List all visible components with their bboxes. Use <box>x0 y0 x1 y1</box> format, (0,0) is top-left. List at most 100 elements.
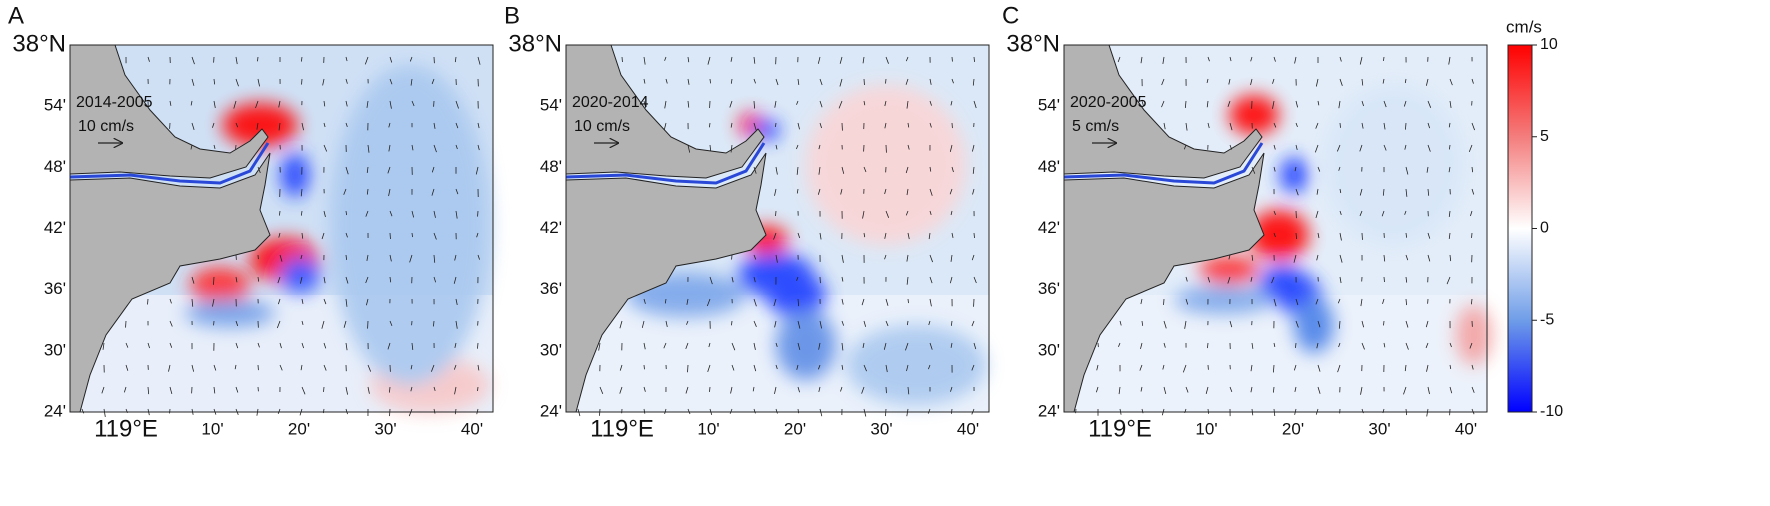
current-vector <box>838 100 843 109</box>
current-vector <box>1140 386 1143 392</box>
current-vector <box>863 166 867 173</box>
current-vector <box>1294 386 1297 392</box>
current-vector <box>1382 188 1385 196</box>
current-vector <box>388 122 391 128</box>
x-tick-label: 20' <box>1282 419 1304 438</box>
current-vector <box>300 210 303 216</box>
current-vector <box>389 386 391 393</box>
current-vector <box>1427 188 1430 196</box>
current-vector <box>709 78 711 84</box>
current-vector <box>885 210 890 218</box>
current-vector <box>906 254 909 262</box>
current-vector <box>147 386 150 395</box>
anomaly <box>1456 305 1492 365</box>
x-tick-label: 119°E <box>590 415 654 442</box>
current-vector <box>753 56 756 64</box>
current-vector <box>773 298 777 307</box>
current-vector <box>1251 254 1254 261</box>
anomaly <box>281 153 309 197</box>
current-vector <box>796 100 799 105</box>
current-vector <box>389 56 393 63</box>
current-vector <box>433 254 436 263</box>
current-vector <box>1471 386 1475 393</box>
period-label: 2020-2005 <box>1070 94 1147 111</box>
current-vector <box>1381 210 1385 217</box>
current-vector <box>191 364 195 372</box>
current-vector <box>1446 276 1451 285</box>
current-vector <box>213 386 216 394</box>
current-vector <box>345 386 348 395</box>
y-tick-label: 42' <box>44 218 66 237</box>
current-vector <box>1096 386 1099 393</box>
current-vector <box>411 210 415 218</box>
velocity-field <box>185 65 490 413</box>
x-tick-label: 30' <box>374 419 396 438</box>
current-vector <box>300 364 303 371</box>
current-vector <box>861 298 865 306</box>
current-vector <box>433 232 437 240</box>
current-vector <box>389 320 393 327</box>
current-vector <box>1141 100 1144 106</box>
current-vector <box>1185 276 1188 282</box>
current-vector <box>277 276 281 284</box>
current-vector <box>729 408 733 414</box>
panel-label: A <box>8 2 24 29</box>
x-tick-label: 40' <box>957 419 979 438</box>
current-vector <box>1272 78 1275 84</box>
current-vector <box>1425 320 1429 328</box>
current-vector <box>643 56 646 65</box>
current-vector <box>1448 166 1451 173</box>
current-vector <box>367 144 370 153</box>
current-vector <box>863 100 866 106</box>
current-vector <box>125 342 129 348</box>
current-vector <box>345 342 348 351</box>
current-vector <box>235 56 238 65</box>
frame <box>69 44 494 413</box>
current-vector <box>664 56 667 61</box>
current-vector <box>1339 276 1342 284</box>
current-vector <box>819 100 823 108</box>
y-tick-label: 38°N <box>12 30 66 57</box>
current-vector <box>389 100 392 109</box>
current-vector <box>706 298 711 307</box>
current-vector <box>387 166 391 174</box>
current-vector <box>125 364 129 371</box>
current-vector <box>818 144 821 150</box>
current-vector <box>775 144 778 150</box>
current-vector <box>1295 298 1299 306</box>
anomaly <box>1249 210 1309 260</box>
current-vector <box>1449 386 1453 394</box>
current-vector <box>730 56 733 62</box>
frame <box>1063 44 1488 413</box>
current-vector <box>1471 188 1475 195</box>
current-vector <box>1471 364 1474 370</box>
current-vector <box>753 408 756 414</box>
current-vector <box>431 188 435 196</box>
current-vector <box>1404 210 1407 215</box>
current-vector <box>1293 364 1297 371</box>
current-vector <box>731 320 733 326</box>
anomaly <box>185 299 275 327</box>
current-vector <box>884 188 887 195</box>
y-tick-label: 54' <box>44 96 66 115</box>
current-vector <box>1405 276 1408 283</box>
current-vector <box>775 342 778 347</box>
current-vector <box>907 144 910 150</box>
current-vector <box>862 210 865 219</box>
current-vector <box>929 188 933 196</box>
current-vector <box>619 386 623 394</box>
current-vector <box>1317 100 1320 106</box>
current-vector <box>841 320 845 326</box>
current-vector <box>433 276 437 283</box>
current-vector <box>928 232 931 240</box>
current-vector <box>1359 56 1363 65</box>
current-vector <box>1295 232 1298 240</box>
current-vector <box>1337 364 1341 373</box>
current-vector <box>841 364 844 370</box>
current-vector <box>431 364 435 372</box>
current-vector <box>665 78 668 84</box>
current-vector <box>861 386 865 394</box>
y-tick-label: 38°N <box>508 30 562 57</box>
current-vector <box>972 78 975 86</box>
current-vector <box>1405 166 1409 175</box>
